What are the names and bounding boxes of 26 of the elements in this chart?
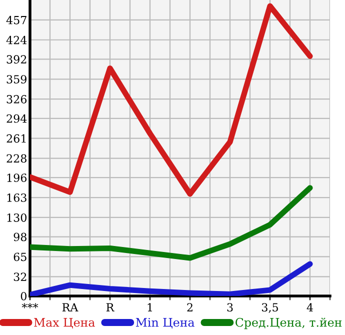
x-tick-label: RA — [62, 303, 78, 312]
y-tick-label: 65 — [14, 252, 26, 262]
y-tick-label: 261 — [6, 134, 26, 143]
x-tick-label: 3,5 — [262, 303, 278, 313]
legend-label: Сред.Цена, т.йен — [236, 318, 342, 330]
x-tick-label: 4 — [306, 303, 313, 312]
x-tick-label: 1 — [148, 303, 152, 312]
y-tick-label: 294 — [6, 114, 27, 123]
x-tick-label: 2 — [187, 303, 192, 312]
y-tick-label: 0 — [20, 292, 26, 300]
x-tick-label: 3 — [227, 303, 233, 312]
x-tick-label: R — [106, 303, 114, 312]
y-tick-label: 392 — [6, 55, 26, 64]
x-tick-label: *** — [22, 303, 38, 308]
legend-label: Min Цена — [136, 318, 194, 328]
y-tick-label: 98 — [14, 232, 26, 242]
y-tick-label: 130 — [7, 213, 26, 222]
y-tick-label: 196 — [7, 174, 27, 182]
y-tick-label: 163 — [7, 194, 26, 202]
y-tick-label: 32 — [14, 272, 26, 282]
y-tick-label: 326 — [6, 95, 27, 104]
y-tick-label: 228 — [6, 154, 26, 163]
y-tick-label: 457 — [6, 16, 26, 24]
y-tick-label: 424 — [6, 36, 27, 44]
legend-label: Max Цена — [34, 318, 95, 328]
y-tick-label: 359 — [6, 75, 26, 84]
